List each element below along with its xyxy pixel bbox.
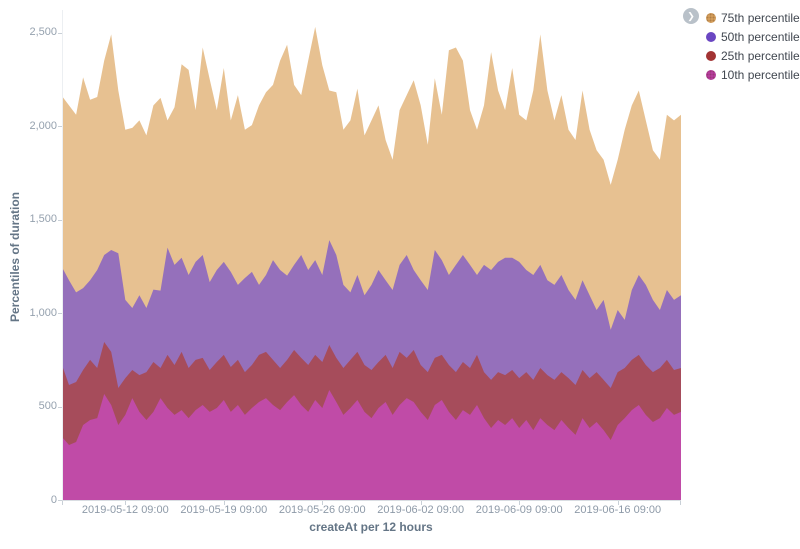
legend-toggle-button[interactable]: ❯ bbox=[683, 8, 699, 24]
x-tick-mark bbox=[223, 501, 225, 505]
y-tick-label: 1,500 bbox=[29, 213, 57, 225]
x-tick-label: 2019-06-02 09:00 bbox=[377, 504, 465, 516]
legend-items: 75th percentile of duration 50th percenti… bbox=[706, 8, 800, 84]
y-tick-label: 1,000 bbox=[29, 306, 57, 319]
x-tick-label: 2019-06-09 09:00 bbox=[475, 504, 563, 516]
y-axis-line bbox=[62, 10, 63, 500]
legend-item-p10[interactable]: 10th percentile of duration bbox=[706, 65, 800, 84]
y-tick-mark bbox=[58, 126, 62, 127]
y-tick-mark bbox=[58, 313, 62, 314]
legend-color-dot bbox=[706, 69, 716, 80]
x-tick-label: 2019-05-19 09:00 bbox=[180, 504, 268, 516]
y-tick-label: 0 bbox=[50, 493, 57, 506]
legend-item-p75[interactable]: 75th percentile of duration bbox=[706, 8, 800, 27]
x-tick-mark bbox=[680, 501, 681, 505]
legend-color-dot bbox=[706, 31, 716, 42]
legend-item-p50[interactable]: 50th percentile of duration bbox=[706, 27, 800, 46]
x-tick-mark bbox=[62, 501, 63, 505]
y-tick-label: 2,000 bbox=[29, 119, 57, 132]
legend-color-dot bbox=[706, 50, 716, 61]
x-tick-mark bbox=[322, 501, 324, 505]
area-series-p10 bbox=[62, 390, 681, 500]
y-tick-mark bbox=[58, 219, 62, 221]
y-tick-mark bbox=[58, 406, 62, 408]
x-axis-title: createAt per 12 hours bbox=[309, 520, 433, 534]
legend-item-label: 50th percentile of duration bbox=[721, 29, 800, 44]
x-tick-mark bbox=[125, 501, 127, 505]
legend-color-dot bbox=[706, 12, 716, 23]
y-tick-mark bbox=[58, 32, 62, 34]
x-tick-mark bbox=[420, 501, 422, 505]
y-tick-mark bbox=[58, 500, 62, 501]
y-axis-title: Percentiles of duration bbox=[8, 191, 22, 323]
legend-item-label: 10th percentile of duration bbox=[721, 67, 800, 82]
legend-item-p25[interactable]: 25th percentile of duration bbox=[706, 46, 800, 65]
x-tick-mark bbox=[519, 501, 521, 505]
x-tick-label: 2019-05-26 09:00 bbox=[278, 504, 366, 516]
x-tick-mark bbox=[617, 501, 619, 505]
x-tick-label: 2019-05-12 09:00 bbox=[81, 504, 169, 516]
chevron-right-icon: ❯ bbox=[687, 10, 695, 21]
x-axis-line bbox=[62, 500, 681, 501]
x-tick-label: 2019-06-16 09:00 bbox=[574, 504, 662, 516]
y-tick-label: 2,500 bbox=[29, 26, 57, 38]
area-chart-svg[interactable] bbox=[62, 10, 681, 500]
y-tick-label: 500 bbox=[38, 400, 57, 412]
legend-item-label: 25th percentile of duration bbox=[721, 48, 800, 63]
legend-item-label: 75th percentile of duration bbox=[721, 10, 800, 25]
